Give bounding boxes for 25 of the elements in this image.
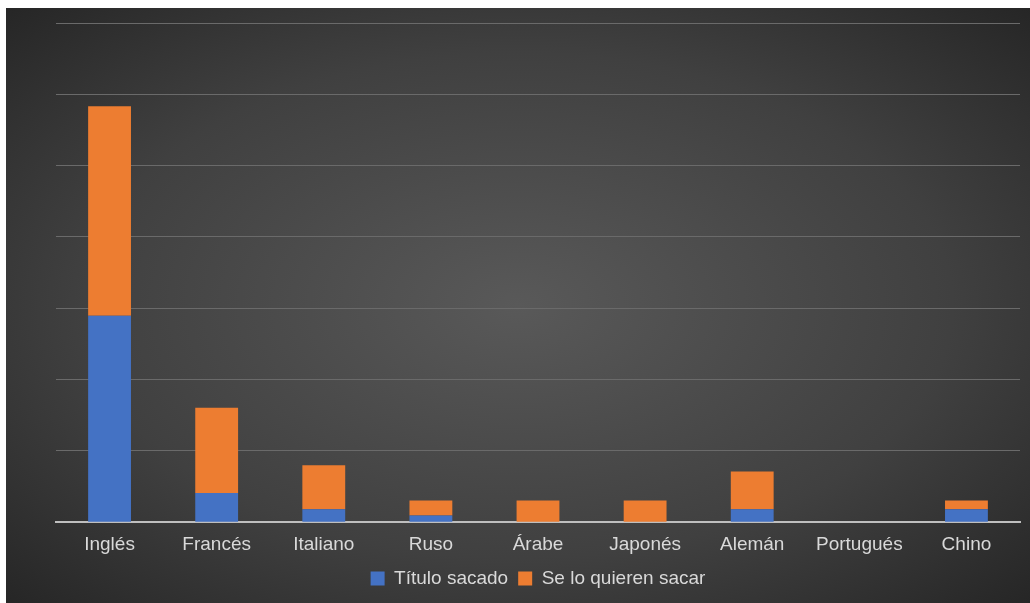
legend-label: Se lo quieren sacar (541, 566, 707, 588)
x-tick-label: Francés (182, 532, 251, 554)
x-tick-label: Árabe (512, 532, 564, 554)
bar (945, 509, 988, 522)
bar (88, 315, 131, 522)
bar (516, 500, 560, 522)
bar (409, 500, 453, 516)
legend-label: Título sacado (394, 566, 509, 588)
bar (302, 509, 346, 522)
bar (623, 500, 667, 522)
bar (409, 515, 453, 522)
x-tick-label: Chino (941, 532, 992, 554)
x-tick-label: Alemán (720, 532, 785, 554)
bar (302, 465, 346, 510)
bar (945, 500, 988, 510)
x-tick-label: Italiano (293, 532, 355, 554)
x-tick-label: Ruso (408, 532, 454, 554)
bar (730, 509, 774, 522)
bar (730, 471, 774, 510)
x-tick-label: Japonés (609, 532, 682, 554)
bar (88, 106, 131, 316)
bar (195, 407, 239, 494)
x-tick-label: Inglés (84, 532, 135, 554)
x-tick-label: Portugués (816, 532, 903, 554)
bar (195, 493, 239, 522)
